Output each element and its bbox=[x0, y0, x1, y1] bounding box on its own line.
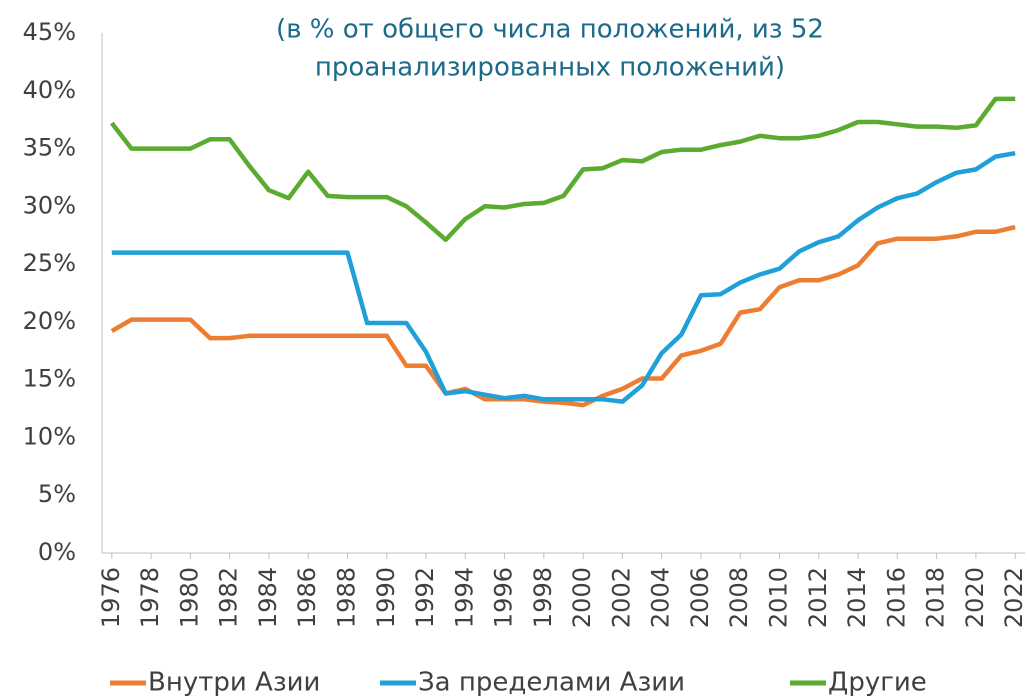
x-tick-label: 2014 bbox=[843, 567, 871, 628]
x-tick-label: 1992 bbox=[411, 567, 439, 628]
x-tick-label: 2012 bbox=[804, 567, 832, 628]
chart-title: проанализированных положений) bbox=[315, 53, 785, 83]
x-tick-label: 2018 bbox=[922, 567, 950, 628]
x-tick-label: 1998 bbox=[529, 567, 557, 628]
x-tick-label: 1978 bbox=[136, 567, 164, 628]
x-tick-label: 1976 bbox=[97, 567, 125, 628]
y-tick-label: 35% bbox=[23, 134, 76, 162]
x-tick-label: 2020 bbox=[961, 567, 989, 628]
series-line bbox=[111, 150, 1016, 404]
x-tick-label: 1982 bbox=[215, 567, 243, 628]
x-tick-label: 1996 bbox=[490, 567, 518, 628]
x-tick-label: 1988 bbox=[332, 567, 360, 628]
x-tick-label: 2002 bbox=[607, 567, 635, 628]
x-tick-label: 2006 bbox=[686, 567, 714, 628]
x-tick-label: 2004 bbox=[647, 567, 675, 628]
y-tick-label: 15% bbox=[23, 365, 76, 393]
legend-label: Внутри Азии bbox=[148, 668, 320, 698]
x-tick-label: 1984 bbox=[254, 567, 282, 628]
x-tick-label: 2016 bbox=[882, 567, 910, 628]
x-tick-label: 1990 bbox=[372, 567, 400, 628]
y-tick-label: 20% bbox=[23, 307, 76, 335]
x-tick-label: 1994 bbox=[450, 567, 478, 628]
legend-label: За пределами Азии bbox=[418, 668, 685, 698]
x-tick-label: 1986 bbox=[293, 567, 321, 628]
series-line bbox=[110, 224, 1016, 408]
y-tick-label: 45% bbox=[23, 18, 76, 46]
x-tick-label: 2008 bbox=[725, 567, 753, 628]
chart-title: (в % от общего числа положений, из 52 bbox=[276, 15, 824, 45]
x-tick-label: 2000 bbox=[568, 567, 596, 628]
y-tick-label: 40% bbox=[23, 76, 76, 104]
y-tick-label: 10% bbox=[23, 422, 76, 450]
x-tick-label: 1980 bbox=[175, 567, 203, 628]
y-tick-label: 0% bbox=[38, 538, 76, 566]
x-tick-label: 2010 bbox=[765, 567, 793, 628]
y-tick-label: 30% bbox=[23, 191, 76, 219]
y-tick-label: 25% bbox=[23, 249, 76, 277]
series-line bbox=[110, 96, 1016, 243]
y-tick-label: 5% bbox=[38, 480, 76, 508]
legend-label: Другие bbox=[828, 668, 927, 698]
x-tick-label: 2022 bbox=[1000, 567, 1027, 628]
